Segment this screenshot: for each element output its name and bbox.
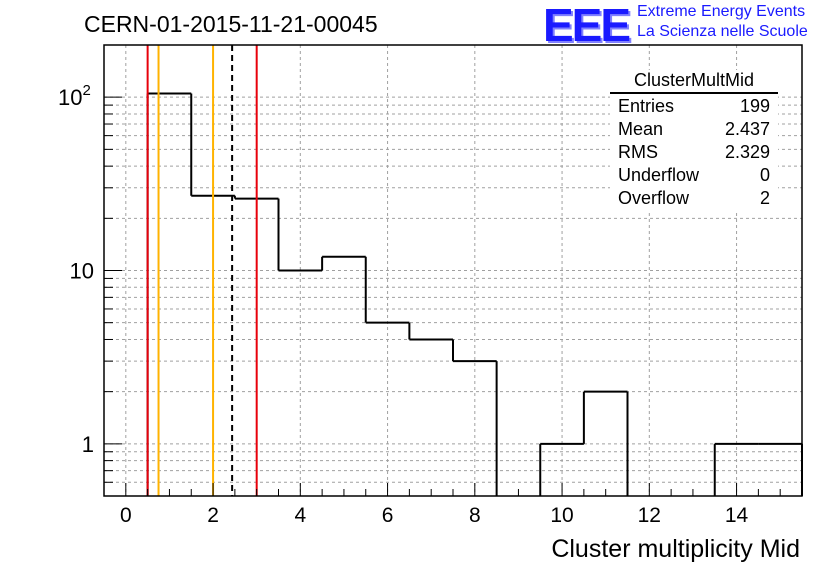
stats-value: 2 <box>759 188 770 208</box>
x-tick-label: 8 <box>469 504 481 527</box>
x-tick-label: 4 <box>294 504 306 527</box>
x-tick-label: 2 <box>207 504 219 527</box>
x-tick-label: 12 <box>638 504 661 527</box>
y-tick-label: 1 <box>82 432 94 457</box>
stats-label: RMS <box>618 142 658 162</box>
x-axis-label: Cluster multiplicity Mid <box>551 535 800 563</box>
x-tick-label: 0 <box>120 504 132 527</box>
y-tick-exponent: 2 <box>82 82 90 99</box>
logo-line-1: Extreme Energy Events <box>637 3 806 20</box>
stats-value: 2.437 <box>724 119 770 139</box>
stats-row-mean: Mean 2.437 <box>610 118 778 141</box>
stats-value: 0 <box>759 165 770 185</box>
stats-title: ClusterMultMid <box>610 70 778 94</box>
stats-label: Mean <box>618 119 664 139</box>
chart-title: CERN-01-2015-11-21-00045 <box>84 11 378 37</box>
stats-row-entries: Entries 199 <box>610 95 778 118</box>
x-tick-label: 10 <box>550 504 573 527</box>
stats-row-rms: RMS 2.329 <box>610 141 778 164</box>
stats-label: Entries <box>618 96 675 116</box>
stats-row-underflow: Underflow 0 <box>610 164 778 187</box>
stats-label: Overflow <box>618 188 690 208</box>
logo-line-2: La Scienza nelle Scuole <box>637 23 808 40</box>
stats-box: ClusterMultMid Entries 199 Mean 2.437 RM… <box>610 70 778 210</box>
y-tick-label: 10 <box>70 259 94 284</box>
stats-label: Underflow <box>618 165 700 185</box>
stats-row-overflow: Overflow 2 <box>610 187 778 210</box>
eee-logo: EEE <box>543 0 631 51</box>
stats-value: 2.329 <box>724 142 770 162</box>
x-tick-label: 14 <box>725 504 749 527</box>
stats-value: 199 <box>739 96 770 116</box>
x-tick-label: 6 <box>382 504 394 527</box>
y-tick-label: 102 <box>58 82 91 110</box>
